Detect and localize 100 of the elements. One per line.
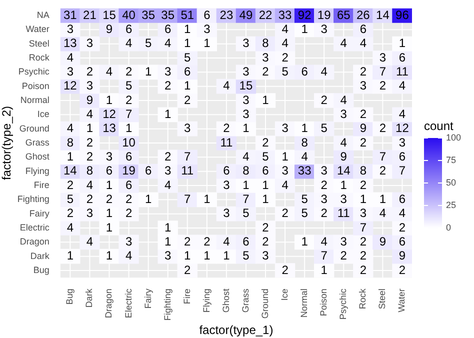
data-label: 3 [242,36,250,50]
data-label: 1 [262,92,270,107]
data-label: 2 [360,64,367,78]
data-label: 11 [396,64,409,78]
data-label: 3 [164,64,172,78]
color-bar-title: count [424,119,454,133]
data-label: 2 [282,50,289,64]
data-label: 9 [379,234,386,248]
data-label: 4 [340,135,348,150]
data-label: 7 [320,248,328,263]
x-tick-label: Fighting [162,288,172,321]
data-label: 19 [122,164,136,178]
data-label: 40 [122,8,136,22]
data-label: 1 [106,248,113,263]
data-label: 1 [340,178,348,192]
data-label: 5 [242,206,250,220]
data-label: 33 [278,8,292,22]
data-label: 5 [320,121,328,136]
data-label: 1 [262,178,270,192]
color-bar-label: 75 [446,154,456,165]
y-tick-label: Ground [19,123,50,134]
data-label: 92 [298,8,312,22]
data-label: 2 [164,78,172,93]
data-label: 1 [184,78,192,93]
data-label: 3 [262,50,270,64]
data-label: 6 [242,234,250,248]
data-label: 8 [86,164,94,178]
data-label: 3 [106,149,113,164]
data-label: 1 [204,36,211,50]
data-label: 3 [340,192,348,206]
data-label: 3 [262,248,270,263]
data-label: 2 [320,92,328,107]
data-label: 1 [398,36,406,50]
data-label: 7 [184,192,192,206]
x-tick-label: Grass [240,288,250,313]
data-label: 4 [282,36,289,50]
data-label: 4 [164,178,172,192]
data-label: 5 [66,192,74,206]
data-label: 2 [360,234,367,248]
data-label: 1 [184,22,192,36]
data-label: 4 [360,36,367,50]
data-label: 13 [102,121,116,136]
data-label: 3 [360,206,367,220]
data-label: 2 [184,234,192,248]
data-label: 4 [242,149,250,164]
data-label: 2 [223,121,230,136]
data-label: 4 [86,234,94,248]
data-label: 2 [360,135,367,150]
data-label: 1 [66,149,74,164]
data-label: 3 [379,50,386,64]
x-tick-label: Rock [358,288,368,310]
data-label: 10 [122,135,136,150]
data-label: 5 [262,149,270,164]
data-label: 2 [320,206,328,220]
data-label: 2 [164,149,172,164]
color-bar-label: 25 [446,200,456,210]
data-label: 5 [301,206,308,220]
y-tick-label: Normal [20,94,50,105]
data-label: 3 [340,234,348,248]
data-label: 1 [106,92,113,107]
data-label: 2 [360,248,367,263]
x-tick-label: Electric [123,288,134,318]
x-tick-label: Ghost [220,288,231,313]
data-label: 6 [204,8,211,22]
data-label: 14 [64,164,78,178]
data-label: 11 [220,135,233,150]
y-tick-label: Fire [34,180,50,190]
data-label: 2 [398,262,406,277]
x-tick-label: Psychic [338,288,348,320]
data-label: 2 [184,262,192,277]
data-label: 1 [204,248,211,263]
data-label: 4 [340,92,348,107]
data-label: 4 [164,36,172,50]
data-label: 33 [298,164,312,178]
data-label: 6 [125,22,132,36]
data-label: 9 [106,22,113,36]
data-label: 4 [66,50,74,64]
data-label: 2 [262,234,270,248]
data-label: 6 [164,22,172,36]
data-label: 3 [86,78,94,93]
data-label: 1 [106,220,113,234]
data-label: 6 [106,164,113,178]
data-label: 2 [86,149,94,164]
data-label: 3 [86,206,94,220]
data-label: 5 [282,64,289,78]
data-label: 5 [125,78,132,93]
data-label: 6 [262,164,270,178]
data-label: 6 [398,149,406,164]
y-tick-label: Ghost [25,152,50,162]
data-label: 4 [320,64,328,78]
data-label: 2 [379,121,386,136]
data-label: 3 [184,121,192,136]
x-tick-label: Fire [182,288,192,304]
y-tick-label: Poison [22,80,50,91]
data-label: 65 [336,8,351,22]
data-label: 5 [301,192,308,206]
data-label: 1 [360,192,367,206]
data-label: 1 [144,64,152,78]
color-bar-label: 0 [446,222,452,232]
data-label: 51 [180,8,194,22]
